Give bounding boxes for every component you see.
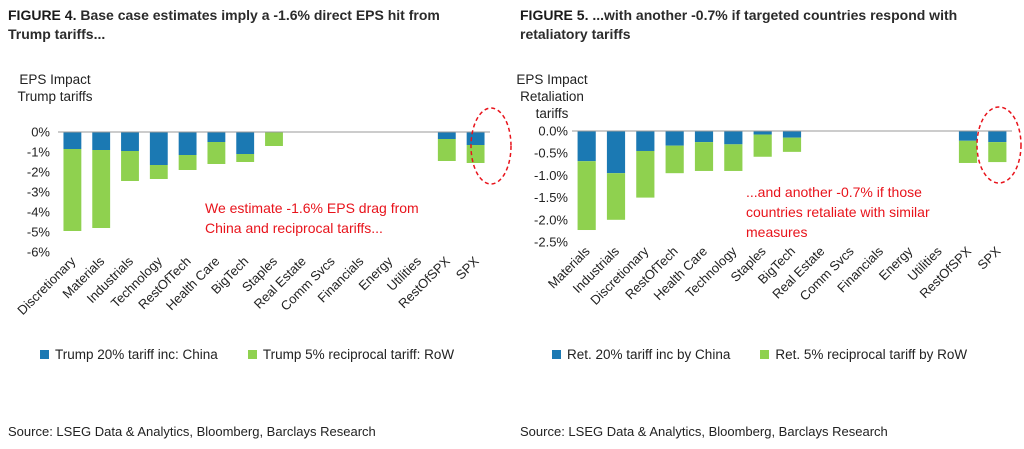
annotation-line: China and reciprocal tariffs... (205, 220, 383, 236)
bar-industrials-china (121, 132, 139, 151)
bar-industrials-row (121, 151, 139, 181)
legend-label-ret-row: Ret. 5% reciprocal tariff by RoW (775, 347, 968, 362)
y-axis-title-line: EPS Impact (19, 72, 91, 87)
chart-retaliation-tariffs: EPS Impact Retaliation tariffs 0.0% -0.5% -1.… (516, 72, 1022, 308)
bar-spx-china (988, 131, 1007, 143)
bar-bigtech-row (236, 154, 255, 162)
bar-spx-row (988, 142, 1007, 163)
legend-item-row: Trump 5% reciprocal tariff: RoW (247, 347, 455, 362)
bar-materials-china (577, 131, 596, 162)
legend-swatch-china (40, 350, 49, 359)
bar-discretionary-china (636, 131, 655, 151)
y-tick-label: -0.5% (534, 146, 568, 161)
y-axis-title-line: Trump tariffs (17, 89, 92, 104)
bar-restoftech-china (178, 132, 197, 155)
bar-health-care-row (207, 142, 226, 164)
legend-swatch-ret-china (552, 350, 561, 359)
bar-restoftech-row (178, 155, 197, 170)
bar-health-care-china (207, 132, 226, 142)
annotation-line: We estimate -1.6% EPS drag from (205, 200, 419, 216)
y-tick-label: -5% (27, 225, 51, 240)
bar-restoftech-row (665, 145, 684, 174)
y-tick-label: -1.0% (534, 168, 568, 183)
bar-discretionary-row (636, 150, 655, 198)
y-tick-label: -3% (27, 185, 51, 200)
x-tick-label-spx: SPX (453, 253, 482, 282)
source-figure-4: Source: LSEG Data & Analytics, Bloomberg… (8, 424, 376, 439)
legend-item-ret-china: Ret. 20% tariff inc by China (552, 347, 730, 362)
bar-health-care-row (694, 142, 714, 171)
bar-staples-row (265, 132, 283, 146)
bar-materials-row (92, 150, 111, 228)
legend-item-china: Trump 20% tariff inc: China (40, 347, 218, 362)
y-axis-title-line: EPS Impact (516, 72, 588, 87)
y-axis-title-line: Retaliation (520, 89, 584, 104)
bar-materials-china (92, 132, 111, 150)
legend-label-ret-china: Ret. 20% tariff inc by China (567, 347, 731, 362)
figure-4-title-text: Base case estimates imply a -1.6% direct… (8, 7, 440, 42)
bar-industrials-china (606, 131, 626, 174)
bar-technology-china (149, 132, 168, 165)
legend-label-row: Trump 5% reciprocal tariff: RoW (262, 347, 455, 362)
bar-bigtech-china (782, 131, 802, 138)
y-tick-label: -2.0% (534, 212, 568, 227)
annotation-line: measures (746, 224, 807, 240)
bar-industrials-row (606, 173, 626, 220)
figure-4-title: FIGURE 4. Base case estimates imply a -1… (8, 6, 478, 44)
annotation-line: countries retaliate with similar (746, 204, 930, 220)
bar-technology-china (724, 131, 743, 145)
bar-discretionary-row (63, 149, 82, 231)
figure-4-number: FIGURE 4. (8, 7, 77, 23)
y-tick-label: -6% (27, 245, 51, 260)
legend-swatch-ret-row (760, 350, 770, 359)
bar-technology-row (149, 165, 168, 179)
bar-health-care-china (694, 131, 714, 143)
annotation-line: ...and another -0.7% if those (746, 184, 922, 200)
bar-restofspx-row (437, 139, 456, 161)
figure-5-number: FIGURE 5. (520, 7, 589, 23)
bar-staples-china (753, 131, 772, 135)
bar-restofspx-china (958, 131, 978, 141)
bar-restofspx-china (437, 132, 456, 139)
y-tick-label: 0.0% (538, 124, 568, 139)
y-tick-label: 0% (31, 125, 50, 140)
spx-highlight-circle (470, 107, 512, 185)
bar-restofspx-row (958, 140, 978, 163)
bar-technology-row (724, 144, 743, 171)
x-tick-label-spx: SPX (974, 243, 1003, 272)
y-tick-label: -1.5% (534, 190, 568, 205)
bar-materials-row (577, 161, 596, 231)
y-axis-title-line: tariffs (536, 106, 569, 121)
bar-spx-china (466, 132, 485, 145)
chart-trump-tariffs: EPS Impact Trump tariffs 0% -1% -2% -3% -4% -5%… (14, 72, 512, 318)
y-tick-label: -2.5% (534, 235, 568, 250)
legend-figure-4: Trump 20% tariff inc: China Trump 5% rec… (40, 347, 454, 362)
y-tick-label: -2% (27, 165, 51, 180)
legend-swatch-row (247, 350, 257, 359)
legend-item-ret-row: Ret. 5% reciprocal tariff by RoW (760, 347, 967, 362)
source-figure-5: Source: LSEG Data & Analytics, Bloomberg… (520, 424, 888, 439)
bar-spx-row (466, 145, 485, 163)
figure-5-title-text: ...with another -0.7% if targeted countr… (520, 7, 958, 42)
spx-highlight-circle (976, 106, 1022, 184)
bar-bigtech-china (236, 132, 255, 154)
y-tick-label: -4% (27, 205, 51, 220)
figure-5-title: FIGURE 5. ...with another -0.7% if targe… (520, 6, 1020, 44)
y-tick-label: -1% (27, 145, 51, 160)
bar-restoftech-china (665, 131, 684, 146)
legend-label-china: Trump 20% tariff inc: China (55, 347, 218, 362)
bar-staples-row (753, 134, 772, 157)
bar-bigtech-row (782, 137, 802, 152)
legend-figure-5: Ret. 20% tariff inc by China Ret. 5% rec… (552, 347, 967, 362)
bar-discretionary-china (63, 132, 82, 149)
